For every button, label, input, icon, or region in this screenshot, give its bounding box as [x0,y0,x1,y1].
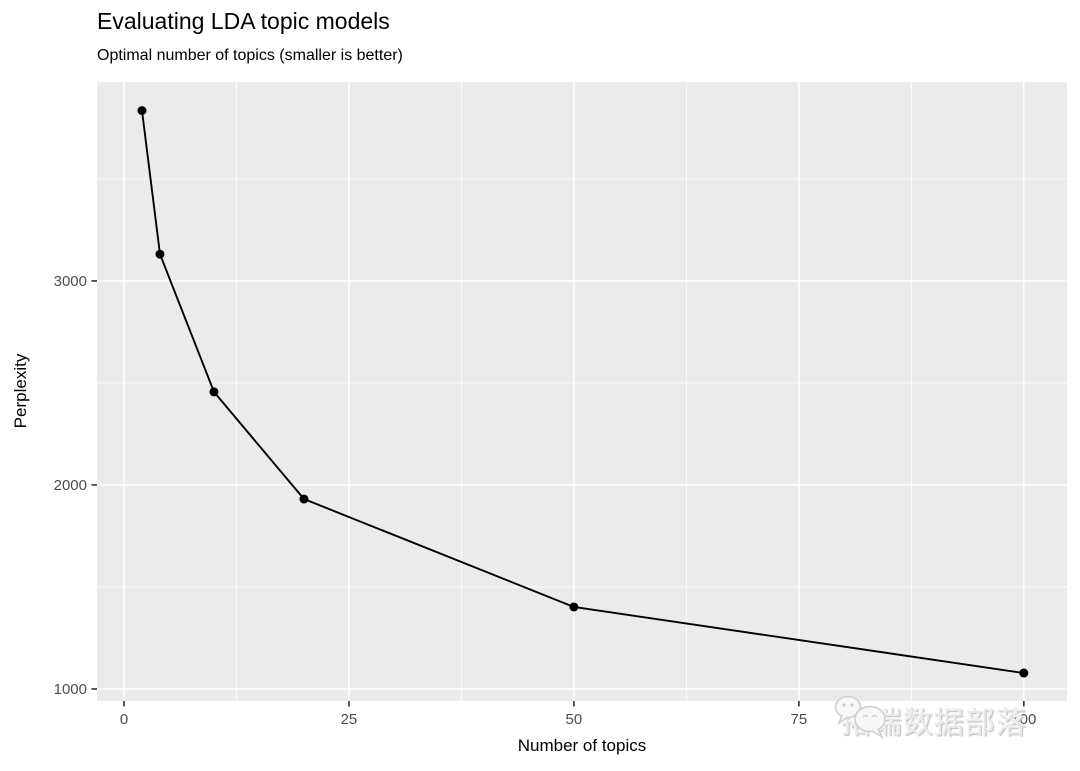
data-point [569,602,579,612]
x-tick-label: 25 [341,711,358,728]
plot-panel [97,82,1067,701]
x-tick-label: 100 [1011,711,1036,728]
x-tick-label: 75 [791,711,808,728]
y-tick-label: 2000 [54,477,87,494]
data-point [155,249,165,259]
y-axis-title: Perplexity [11,353,30,429]
data-point [137,106,147,116]
data-point [299,494,309,504]
y-tick-label: 1000 [54,681,87,698]
data-point [209,387,219,397]
y-tick-label: 3000 [54,273,87,290]
x-tick-label: 50 [566,711,583,728]
data-point [1019,668,1029,678]
x-axis-title: Number of topics [517,736,647,755]
chart-subtitle: Optimal number of topics (smaller is bet… [97,47,403,64]
chart-title: Evaluating LDA topic models [97,8,390,34]
perplexity-line [141,110,1024,674]
x-tick-label: 0 [120,711,128,728]
